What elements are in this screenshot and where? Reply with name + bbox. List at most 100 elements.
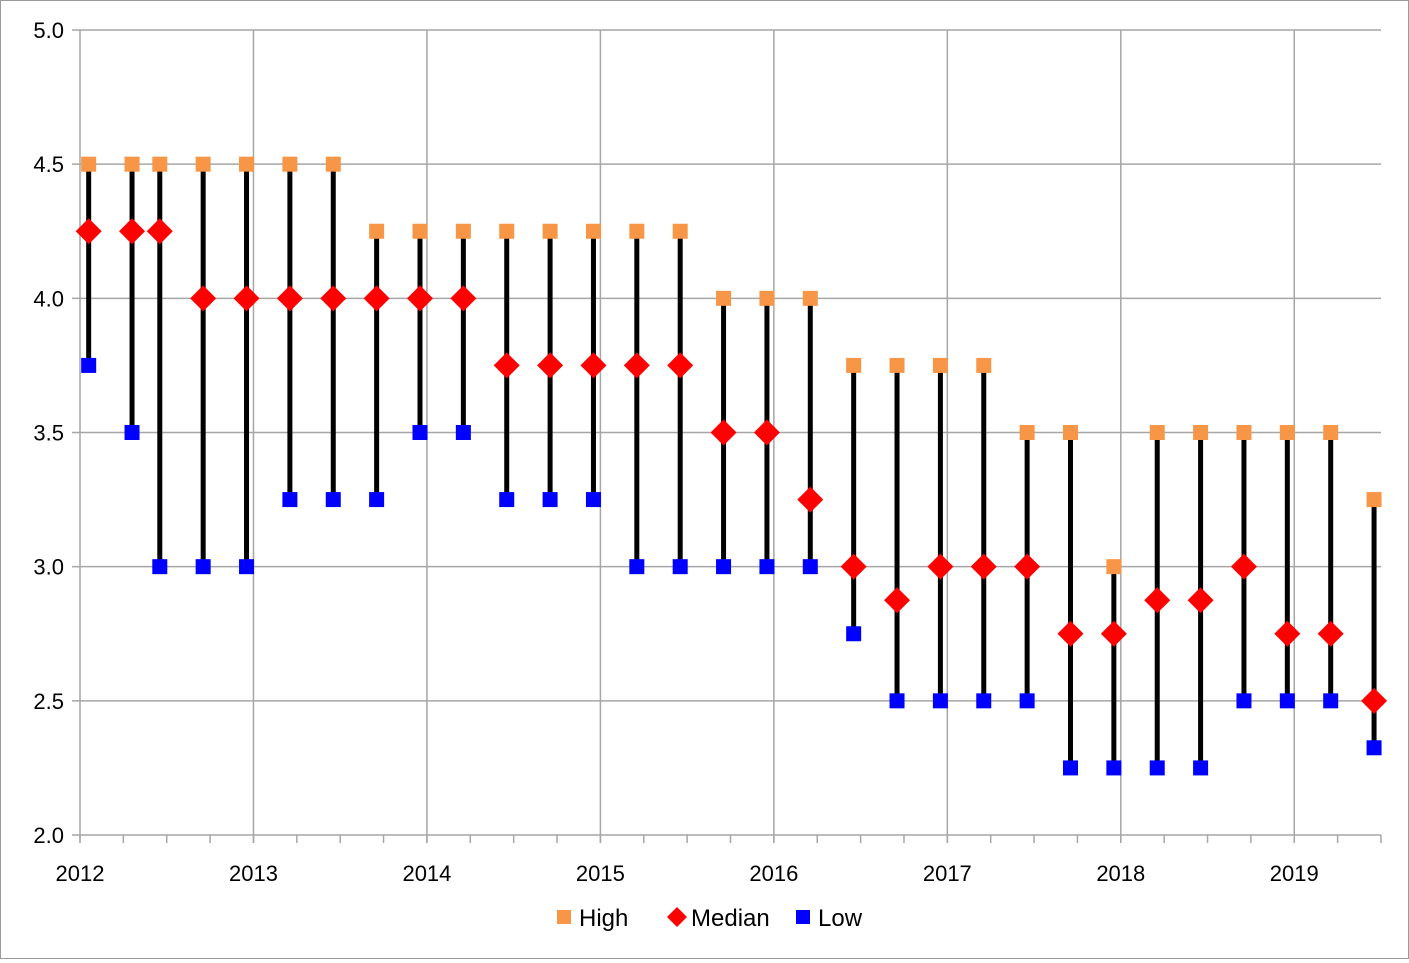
high-marker (1062, 425, 1078, 440)
high-marker (282, 156, 298, 172)
low-marker (455, 425, 471, 440)
low-marker (369, 492, 385, 508)
median-marker (1230, 553, 1257, 580)
high-marker (152, 156, 168, 172)
low-marker (499, 492, 515, 508)
low-marker (1236, 693, 1252, 709)
high-marker (1019, 425, 1035, 440)
median-marker (119, 218, 146, 245)
median-marker (1100, 620, 1127, 647)
median-marker (797, 486, 824, 513)
x-tick-label: 2015 (576, 861, 625, 886)
median-marker (1187, 587, 1214, 614)
median-marker (970, 553, 997, 580)
x-tick-label: 2014 (402, 861, 451, 886)
x-tick-label: 2016 (749, 861, 798, 886)
high-marker (759, 290, 775, 306)
median-marker (1014, 553, 1041, 580)
low-marker (1279, 693, 1295, 709)
low-marker (585, 492, 601, 508)
low-marker (1062, 760, 1078, 776)
median-marker (537, 352, 564, 379)
x-tick-label: 2018 (1096, 861, 1145, 886)
high-marker (672, 223, 688, 239)
high-marker (542, 223, 558, 239)
high-marker (889, 357, 905, 373)
median-marker (190, 285, 217, 312)
y-tick-label: 5.0 (33, 18, 64, 43)
high-marker (325, 156, 341, 172)
median-marker (320, 285, 347, 312)
low-marker (759, 559, 775, 575)
high-marker (1366, 492, 1382, 508)
low-marker (1149, 760, 1165, 776)
high-marker (1236, 425, 1252, 440)
low-marker (976, 693, 992, 709)
data-markers (75, 156, 1388, 776)
x-tick-label: 2012 (56, 861, 105, 886)
y-tick-label: 3.0 (33, 555, 64, 580)
high-marker (195, 156, 211, 172)
low-marker (802, 559, 818, 575)
legend-median-marker (667, 907, 687, 927)
median-marker (1361, 687, 1388, 714)
median-marker (363, 285, 390, 312)
high-marker (499, 223, 515, 239)
low-marker (889, 693, 905, 709)
x-tick-label: 2013 (229, 861, 278, 886)
low-marker (672, 559, 688, 575)
high-marker (716, 290, 732, 306)
high-marker (124, 156, 140, 172)
high-marker (846, 357, 862, 373)
high-marker (369, 223, 385, 239)
legend: High Median Low (557, 905, 863, 932)
y-tick-label: 2.5 (33, 689, 64, 714)
median-marker (710, 419, 737, 446)
low-marker (1366, 740, 1382, 756)
y-tick-label: 3.5 (33, 421, 64, 446)
legend-low-label: Low (818, 905, 863, 932)
high-marker (932, 357, 948, 373)
high-marker (1106, 559, 1122, 575)
legend-high-marker (557, 910, 571, 924)
y-tick-label: 2.0 (33, 823, 64, 848)
low-marker (1019, 693, 1035, 709)
median-marker (884, 587, 911, 614)
high-low-whiskers (86, 164, 1377, 768)
low-marker (932, 693, 948, 709)
axes (72, 29, 1382, 843)
high-marker (1279, 425, 1295, 440)
median-marker (75, 218, 102, 245)
median-marker (233, 285, 260, 312)
median-marker (406, 285, 433, 312)
low-marker (412, 425, 428, 440)
low-marker (152, 559, 168, 575)
median-marker (1274, 620, 1301, 647)
median-marker (450, 285, 477, 312)
high-marker (455, 223, 471, 239)
median-marker (1144, 587, 1171, 614)
low-marker (716, 559, 732, 575)
high-marker (239, 156, 255, 172)
high-marker (976, 357, 992, 373)
high-marker (1193, 425, 1209, 440)
high-marker (1323, 425, 1339, 440)
high-marker (412, 223, 428, 239)
low-marker (124, 425, 140, 440)
low-marker (325, 492, 341, 508)
legend-low-marker (796, 910, 810, 924)
legend-median-label: Median (691, 905, 770, 932)
low-marker (1106, 760, 1122, 776)
median-marker (1317, 620, 1344, 647)
median-marker (146, 218, 173, 245)
low-marker (542, 492, 558, 508)
median-marker (667, 352, 694, 379)
median-marker (493, 352, 520, 379)
low-marker (629, 559, 645, 575)
low-marker (282, 492, 298, 508)
median-marker (276, 285, 303, 312)
low-marker (195, 559, 211, 575)
high-marker (1149, 425, 1165, 440)
